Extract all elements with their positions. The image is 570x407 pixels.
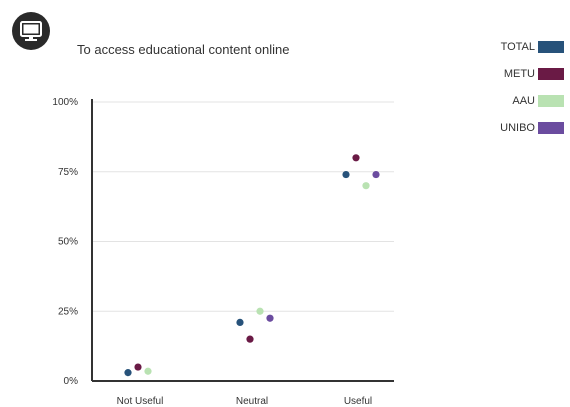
data-point-total: [236, 318, 244, 327]
data-point-metu: [134, 363, 142, 371]
legend-label: AAU: [512, 95, 535, 107]
legend-item: AAU: [444, 94, 564, 108]
legend-label: METU: [503, 68, 535, 80]
legend-swatch: [538, 68, 564, 80]
y-tick-label: 100%: [52, 97, 78, 108]
legend-item: TOTAL: [444, 40, 564, 54]
legend-swatch: [538, 95, 564, 107]
y-tick-label: 50%: [58, 237, 78, 248]
data-point-aau: [256, 307, 264, 315]
chart-title: To access educational content online: [77, 42, 290, 57]
monitor-icon: [12, 12, 50, 50]
x-tick-label: Neutral: [236, 396, 268, 407]
data-point-total: [124, 369, 132, 377]
data-point-unibo: [372, 170, 380, 179]
x-tick-label: Not Useful: [117, 396, 164, 407]
legend-item: METU: [444, 67, 564, 81]
legend-swatch: [538, 122, 564, 134]
data-point-metu: [246, 335, 254, 343]
data-point-unibo: [266, 314, 274, 322]
data-point-metu: [352, 154, 360, 162]
y-tick-label: 25%: [58, 306, 78, 317]
legend-item: UNIBO: [444, 121, 564, 135]
legend-swatch: [538, 41, 564, 53]
legend: TOTAL METU AAU UNIBO: [444, 40, 564, 148]
y-tick-label: 75%: [58, 167, 78, 178]
legend-label: UNIBO: [500, 122, 535, 134]
data-point-aau: [144, 367, 152, 375]
data-point-total: [342, 170, 350, 179]
legend-label: TOTAL: [500, 41, 535, 53]
data-point-aau: [362, 182, 370, 190]
x-tick-label: Useful: [344, 396, 372, 407]
y-tick-label: 0%: [64, 376, 79, 387]
